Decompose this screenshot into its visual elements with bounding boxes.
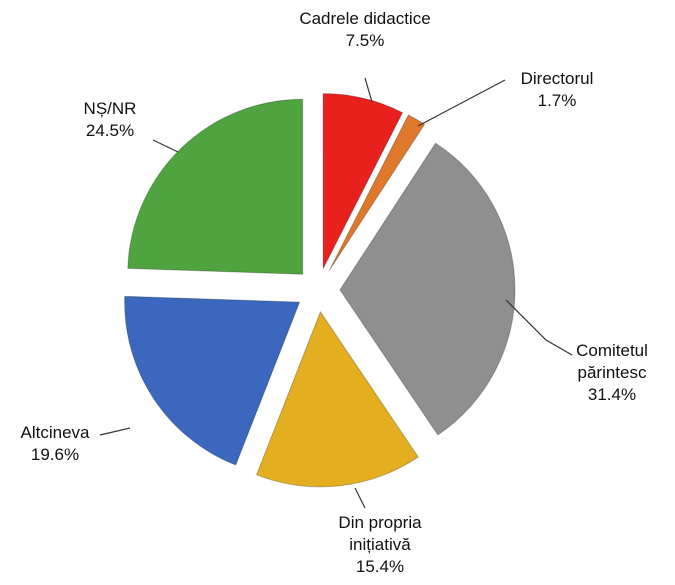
category-label: Directorul: [520, 69, 594, 88]
pie-slice: [339, 142, 516, 436]
category-label: Cadrele didactice: [299, 9, 431, 28]
leader-line: [417, 79, 506, 127]
value-label: 24.5%: [85, 121, 135, 140]
pie-slice: [328, 114, 426, 272]
leader-line: [354, 487, 366, 509]
slice-label: Cadrele didactice 7.5%: [265, 8, 465, 52]
value-label: 19.6%: [30, 445, 80, 464]
pie-slice: [124, 295, 301, 466]
leader-line: [505, 299, 573, 356]
slice-label: NȘ/NR 24.5%: [10, 98, 210, 142]
category-label: Comitetul părintesc: [576, 341, 648, 382]
slice-label: Altcineva 19.6%: [0, 422, 155, 466]
value-label: 1.7%: [537, 91, 577, 110]
leader-line: [152, 139, 179, 153]
category-label: NȘ/NR: [83, 99, 137, 118]
pie-slice: [127, 98, 304, 275]
value-label: 31.4%: [587, 385, 637, 404]
value-label: 15.4%: [355, 557, 405, 576]
pie-slice: [255, 310, 419, 488]
slice-label: Directorul 1.7%: [457, 68, 657, 112]
category-label: Altcineva: [20, 423, 90, 442]
leader-line: [364, 77, 373, 103]
category-label: Din propria inițiativă: [338, 513, 422, 554]
slice-label: Comitetul părintesc 31.4%: [567, 340, 657, 406]
value-label: 7.5%: [345, 31, 385, 50]
pie-slice: [322, 93, 404, 269]
leader-line: [99, 427, 131, 436]
slice-label: Din propria inițiativă 15.4%: [325, 512, 435, 578]
